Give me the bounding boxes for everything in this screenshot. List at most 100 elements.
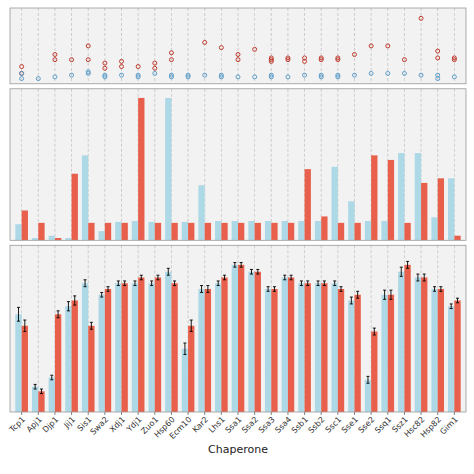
bar <box>431 217 437 240</box>
grid-line <box>221 89 222 241</box>
tick <box>454 412 455 415</box>
bar <box>321 283 327 412</box>
tick <box>321 412 322 415</box>
grid-line <box>154 8 155 84</box>
point <box>236 52 240 56</box>
bar <box>105 289 111 412</box>
bar <box>354 295 360 412</box>
bar <box>365 380 371 412</box>
tick <box>371 412 372 415</box>
bar <box>248 221 254 240</box>
error-bar <box>383 290 386 299</box>
point <box>20 65 24 69</box>
grid-line <box>404 8 405 84</box>
bar <box>248 272 254 412</box>
tick <box>354 412 355 415</box>
tick <box>271 412 272 415</box>
bar <box>49 236 55 241</box>
error-bar <box>373 328 376 335</box>
tick <box>221 412 222 415</box>
tick-label: Ssq1 <box>373 415 393 435</box>
bar <box>238 223 244 240</box>
grid-line <box>238 8 239 84</box>
bar <box>32 387 38 412</box>
bar <box>138 98 144 240</box>
plot-background <box>10 89 466 241</box>
point <box>120 73 124 77</box>
bar <box>448 306 454 412</box>
bar <box>354 223 360 240</box>
bar <box>72 300 78 412</box>
plot-area <box>20 8 457 84</box>
point <box>53 75 57 79</box>
error-bar <box>456 298 459 303</box>
error-bar <box>433 287 436 292</box>
bar <box>348 300 354 412</box>
grid-line <box>121 89 122 241</box>
bar <box>132 283 138 412</box>
tick <box>21 412 22 415</box>
grid-line <box>104 89 105 241</box>
panel <box>10 8 466 84</box>
point <box>203 73 207 77</box>
bar <box>82 283 88 412</box>
error-bar <box>156 275 159 280</box>
error-bar <box>23 320 26 331</box>
point <box>269 59 273 63</box>
error-bar <box>366 376 369 383</box>
point <box>20 71 24 75</box>
bar <box>38 391 44 412</box>
bar <box>282 221 288 240</box>
bar <box>215 283 221 412</box>
error-bar <box>183 343 186 354</box>
error-bar <box>333 281 336 286</box>
error-bar <box>200 286 203 293</box>
bar <box>288 223 294 240</box>
bar <box>205 289 211 412</box>
tick <box>437 412 438 415</box>
tick-label: Ssb2 <box>307 415 327 435</box>
point <box>436 49 440 53</box>
bar <box>182 349 188 412</box>
grid-line <box>38 8 39 84</box>
point <box>286 56 290 60</box>
point <box>452 75 456 79</box>
grid-line <box>54 8 55 84</box>
point <box>236 75 240 79</box>
tick <box>287 412 288 415</box>
tick-label: Jij1 <box>61 415 76 430</box>
bar <box>65 306 71 412</box>
bar <box>122 223 128 240</box>
bar <box>431 289 437 412</box>
bar <box>115 283 121 412</box>
grid-line <box>88 8 89 84</box>
error-bar <box>233 263 236 268</box>
error-bar <box>107 287 110 292</box>
tick <box>188 412 189 415</box>
tick-label: Ssb1 <box>290 415 310 435</box>
error-bar <box>356 291 359 298</box>
error-bar <box>290 275 293 280</box>
error-bar <box>423 274 426 281</box>
point <box>352 52 356 56</box>
point <box>219 73 223 77</box>
grid-line <box>421 8 422 84</box>
point <box>153 61 157 65</box>
point <box>169 75 173 79</box>
bar <box>265 221 271 240</box>
point <box>319 58 323 62</box>
tick-label: Swa2 <box>89 415 111 437</box>
grid-line <box>337 8 338 84</box>
bar <box>448 178 454 240</box>
error-bar <box>217 281 220 286</box>
error-bar <box>90 322 93 329</box>
bar <box>88 223 94 240</box>
bar <box>438 178 444 240</box>
tick-label: Gim1 <box>438 415 459 436</box>
bar <box>182 222 188 240</box>
bar <box>288 277 294 412</box>
bar <box>305 283 311 412</box>
bar <box>271 289 277 412</box>
grid-line <box>54 89 55 241</box>
point <box>36 77 40 81</box>
